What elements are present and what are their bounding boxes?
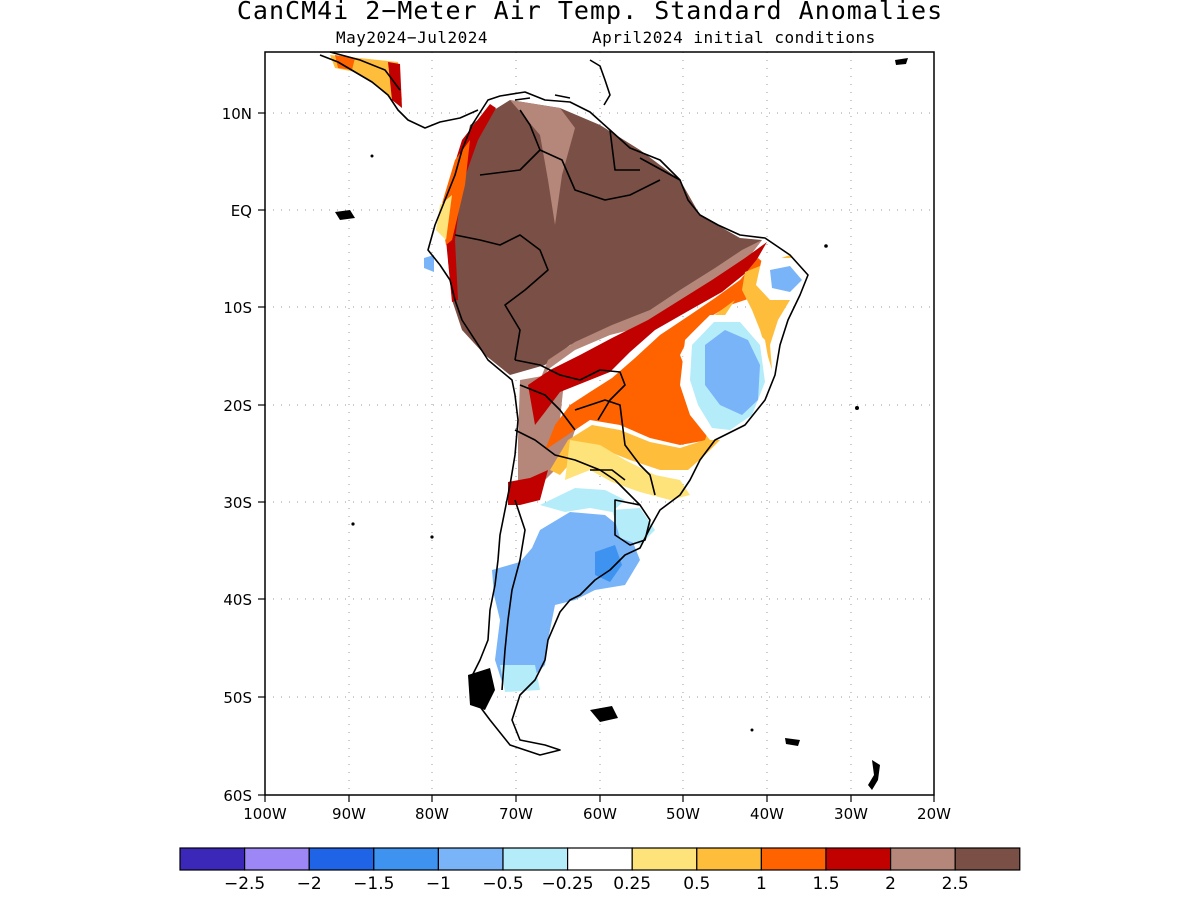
- lon-label: 50W: [666, 805, 700, 823]
- east-brazil-light-blue: [705, 330, 760, 415]
- lon-label: 90W: [332, 805, 366, 823]
- central-america-hot: [335, 55, 355, 70]
- lat-label: 30S: [223, 494, 252, 512]
- colorbar-label: −0.25: [542, 874, 594, 894]
- ecuador-coast-blue: [424, 255, 434, 272]
- lon-label: 30W: [834, 805, 868, 823]
- lat-label: 50S: [223, 689, 252, 707]
- colorbar-label: −1: [426, 874, 451, 894]
- colorbar: [179, 847, 1021, 871]
- lon-labels: 100W 90W 80W 70W 60W 50W 40W 30W 20W: [243, 805, 951, 823]
- colorbar-labels: −2.5 −2 −1.5 −1 −0.5 −0.25 0.25 0.5 1 1.5 2 2.5: [224, 874, 969, 894]
- orange-region: [545, 258, 772, 450]
- southern-dark-red: [508, 470, 548, 505]
- anomaly-shading: [330, 55, 808, 692]
- lat-label: 20S: [223, 397, 252, 415]
- lat-label: 40S: [223, 591, 252, 609]
- lon-axis-ticks: [264, 795, 935, 802]
- lon-label: 70W: [499, 805, 533, 823]
- lat-axis-ticks: [258, 112, 265, 796]
- coastlines: [319, 51, 809, 756]
- dark-red-band: [528, 242, 767, 425]
- colorbar-swatch: [373, 847, 439, 871]
- colorbar-swatch: [308, 847, 375, 871]
- colorbar-swatch: [889, 847, 956, 871]
- colorbar-swatch: [179, 847, 246, 871]
- argentina-blue: [595, 545, 622, 582]
- colorbar-label: −1.5: [353, 874, 394, 894]
- central-light-brown: [540, 240, 762, 380]
- colorbar-label: 1.5: [812, 874, 839, 894]
- lat-label: 10S: [223, 299, 252, 317]
- colorbar-swatch: [760, 847, 827, 871]
- light-orange-region: [550, 300, 735, 475]
- lat-labels: 10N EQ 10S 20S 30S 40S 50S 60S: [222, 105, 252, 805]
- colorbar-label: −0.5: [482, 874, 523, 894]
- colorbar-label: 0.5: [683, 874, 710, 894]
- pacific-coast-strip: [446, 104, 496, 302]
- lon-label: 20W: [917, 805, 951, 823]
- islands: [335, 58, 908, 790]
- colorbar-label: 1: [756, 874, 767, 894]
- south-patagonia-cyan: [500, 665, 540, 692]
- colorbar-swatch: [437, 847, 504, 871]
- amazon-warm-core: [448, 100, 762, 375]
- uruguay-light-cyan: [612, 508, 655, 545]
- map-subtitle-init: April2024 initial conditions: [592, 28, 876, 47]
- colorbar-swatch: [631, 847, 698, 871]
- colorbar-label: 2: [885, 874, 896, 894]
- map-subtitle-period: May2024−Jul2024: [336, 28, 488, 47]
- colorbar-label: 2.5: [942, 874, 969, 894]
- lon-label: 60W: [583, 805, 617, 823]
- northeast-cool-core: [770, 266, 802, 292]
- colorbar-swatch: [244, 847, 310, 871]
- colorbar-swatch: [502, 847, 569, 871]
- central-america-dark-red: [388, 62, 402, 108]
- lat-label: 60S: [223, 787, 252, 805]
- pacific-coast-yellow: [436, 195, 452, 240]
- colorbar-swatch: [696, 847, 762, 871]
- lon-label: 100W: [243, 805, 287, 823]
- colorbar-swatch: [566, 847, 633, 871]
- lat-label: 10N: [222, 105, 252, 123]
- colorbar-swatch: [954, 847, 1021, 871]
- colorbar-label: −2.5: [224, 874, 265, 894]
- lon-label: 40W: [750, 805, 784, 823]
- map-title: CanCM4i 2−Meter Air Temp. Standard Anoma…: [236, 0, 944, 25]
- lon-label: 80W: [415, 805, 449, 823]
- southern-cone-light-cyan: [540, 488, 625, 512]
- colorbar-swatch: [825, 847, 892, 871]
- northern-light-brown: [510, 100, 575, 225]
- colorbar-label: 0.25: [613, 874, 651, 894]
- lat-label: EQ: [231, 202, 252, 220]
- colorbar-label: −2: [297, 874, 322, 894]
- yellow-region: [565, 440, 690, 500]
